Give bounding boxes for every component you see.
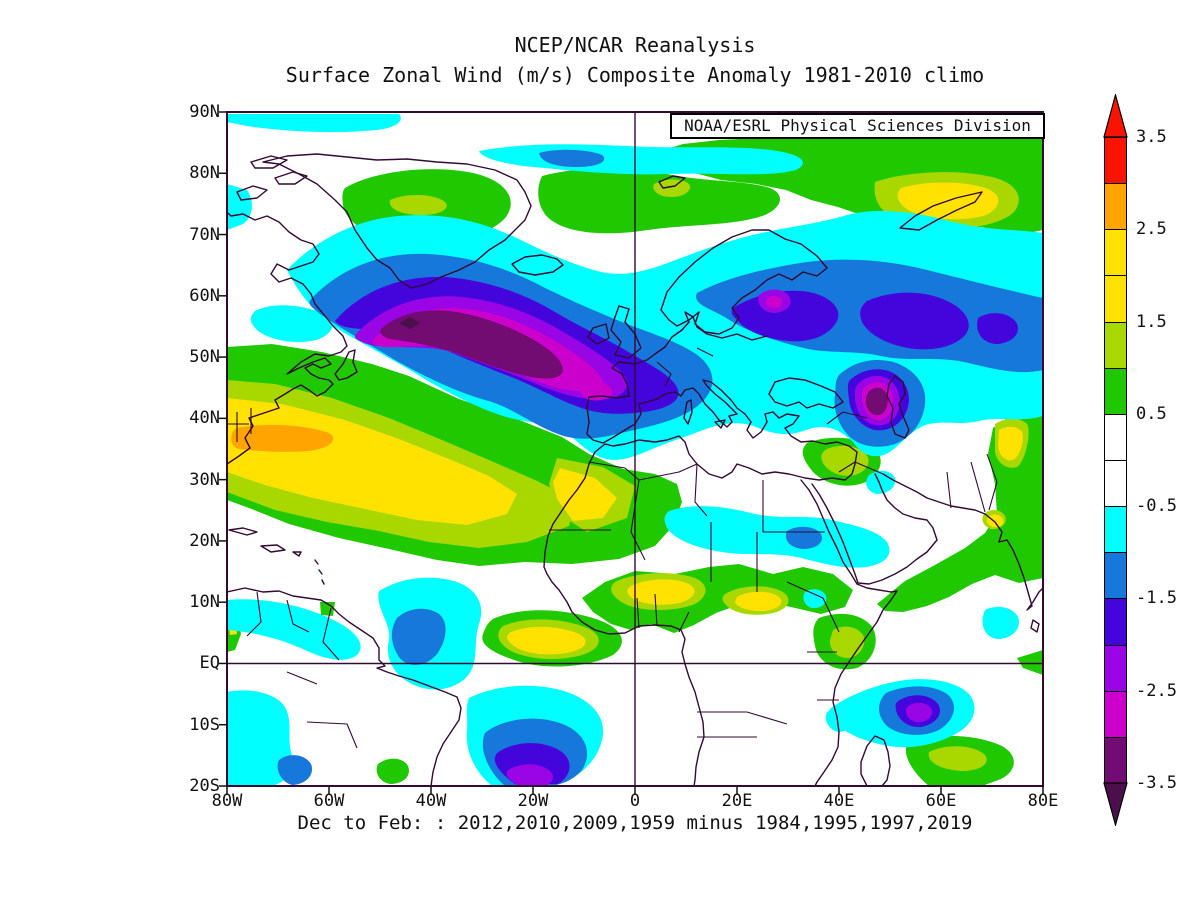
colorbar-tick-label: 2.5 bbox=[1136, 219, 1167, 240]
lon-tick-label: 0 bbox=[629, 791, 641, 811]
coastline-layer bbox=[227, 153, 1043, 786]
country-border-layer bbox=[227, 347, 998, 749]
lon-tick-label: 80E bbox=[1027, 791, 1059, 811]
lon-tick-label: 20E bbox=[721, 791, 753, 811]
lat-tick-label: 30N bbox=[189, 469, 220, 490]
colorbar-arrow-up-icon bbox=[1103, 94, 1128, 138]
page-subtitle: Surface Zonal Wind (m/s) Composite Anoma… bbox=[285, 63, 985, 87]
lat-tick-label: 20S bbox=[189, 775, 220, 796]
colorbar-tick-label: -0.5 bbox=[1136, 496, 1177, 517]
lat-tick-label: 10S bbox=[189, 714, 220, 735]
source-attribution-box: NOAA/ESRL Physical Sciences Division bbox=[670, 113, 1045, 139]
lat-tick-label: 10N bbox=[189, 592, 220, 613]
colorbar-tick-label: -2.5 bbox=[1136, 680, 1177, 701]
lat-tick-label: 60N bbox=[189, 285, 220, 306]
page-title: NCEP/NCAR Reanalysis bbox=[514, 33, 756, 57]
axis-ticks bbox=[219, 111, 1044, 794]
title-block: NCEP/NCAR Reanalysis Surface Zonal Wind … bbox=[227, 30, 1043, 90]
lon-tick-label: 60E bbox=[925, 791, 957, 811]
anomaly-fill-negative-layer bbox=[227, 114, 1043, 786]
lat-tick-label: 90N bbox=[189, 102, 220, 122]
lon-tick-label: 40E bbox=[823, 791, 855, 811]
lat-tick-label: 70N bbox=[189, 224, 220, 245]
source-attribution-label: NOAA/ESRL Physical Sciences Division bbox=[684, 116, 1031, 135]
lon-tick-label: 60W bbox=[313, 791, 345, 811]
colorbar-tick-label: 3.5 bbox=[1136, 127, 1167, 147]
lat-tick-label: 20N bbox=[189, 530, 220, 551]
lat-tick-label: EQ bbox=[199, 653, 220, 674]
lon-tick-label: 40W bbox=[415, 791, 447, 811]
composite-caption: Dec to Feb: : 2012,2010,2009,1959 minus … bbox=[297, 812, 973, 834]
colorbar-tick-label: -1.5 bbox=[1136, 588, 1177, 609]
colorbar-tick-label: 1.5 bbox=[1136, 311, 1167, 332]
lat-tick-label: 40N bbox=[189, 408, 220, 429]
colorbar-tick-label: -3.5 bbox=[1136, 772, 1177, 793]
lon-tick-label: 80W bbox=[211, 791, 243, 811]
lat-tick-label: 50N bbox=[189, 347, 220, 368]
colorbar-tick-label: 0.5 bbox=[1136, 403, 1167, 424]
lon-tick-label: 20W bbox=[517, 791, 549, 811]
lat-tick-label: 80N bbox=[189, 163, 220, 184]
colorbar-arrow-down-icon bbox=[1103, 782, 1128, 826]
